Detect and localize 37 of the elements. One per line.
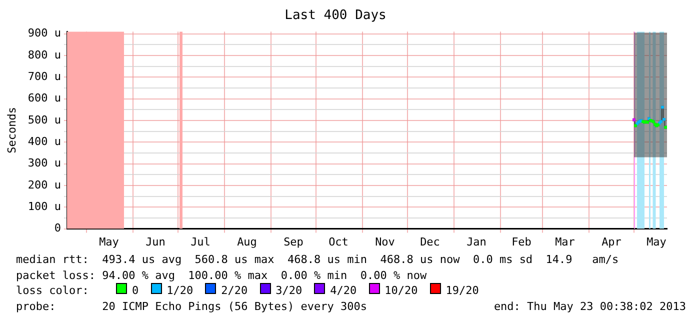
y-tick-label: 700 u: [28, 70, 61, 83]
y-tick-label: 800 u: [28, 48, 61, 62]
y-tick-label: 100 u: [28, 200, 61, 213]
legend-label: 2/20: [220, 283, 248, 298]
y-tick-label: 200 u: [28, 178, 61, 192]
x-tick-label: May: [99, 235, 120, 248]
y-tick-label: 0: [54, 222, 61, 235]
legend-title: loss color:: [16, 283, 90, 298]
x-tick-label: Mar: [555, 235, 576, 248]
x-tick-label: Apr: [602, 235, 622, 248]
legend-label: 10/20: [384, 283, 418, 298]
x-tick-label: Jun: [146, 235, 166, 248]
legend-label: 0: [131, 283, 139, 298]
legend-label: 3/20: [274, 283, 302, 298]
y-tick-label: 600 u: [28, 92, 61, 105]
x-tick-label: May: [646, 235, 667, 248]
legend-label: 19/20: [444, 283, 479, 298]
x-tick-label: Jan: [466, 235, 486, 248]
y-tick-label: 400 u: [28, 134, 61, 148]
text: probe: 20 ICMP Echo Pings (56 Bytes) every 300s: [16, 298, 367, 314]
x-tick-label: Jul: [190, 235, 210, 248]
text: packet loss: 94.00 % avg 100.00 % max 0.00 % min 0.00 % now: [16, 268, 427, 283]
y-tick-label: 500 u: [28, 113, 61, 126]
x-tick-label: Sep: [284, 235, 304, 248]
y-tick-label: 300 u: [28, 156, 61, 170]
y-tick-label: 900 u: [28, 26, 61, 40]
x-tick-label: Oct: [328, 235, 348, 248]
legend-label: 4/20: [329, 283, 357, 298]
x-tick-label: Nov: [375, 235, 396, 248]
text: end: Thu May 23 00:38:02 2013: [494, 298, 686, 314]
text: median rtt: 493.4 us avg 560.8 us max 468.8 us min 468.8 us now 0.0 ms sd 14.9 am/s: [16, 252, 619, 268]
x-tick-label: Aug: [237, 235, 257, 248]
legend-label: 1/20: [166, 283, 194, 298]
x-tick-label: Feb: [512, 235, 532, 248]
chart-title: Last 400 Days: [284, 8, 386, 24]
x-tick-label: Dec: [420, 235, 440, 248]
y-axis-title: Seconds: [5, 107, 18, 154]
